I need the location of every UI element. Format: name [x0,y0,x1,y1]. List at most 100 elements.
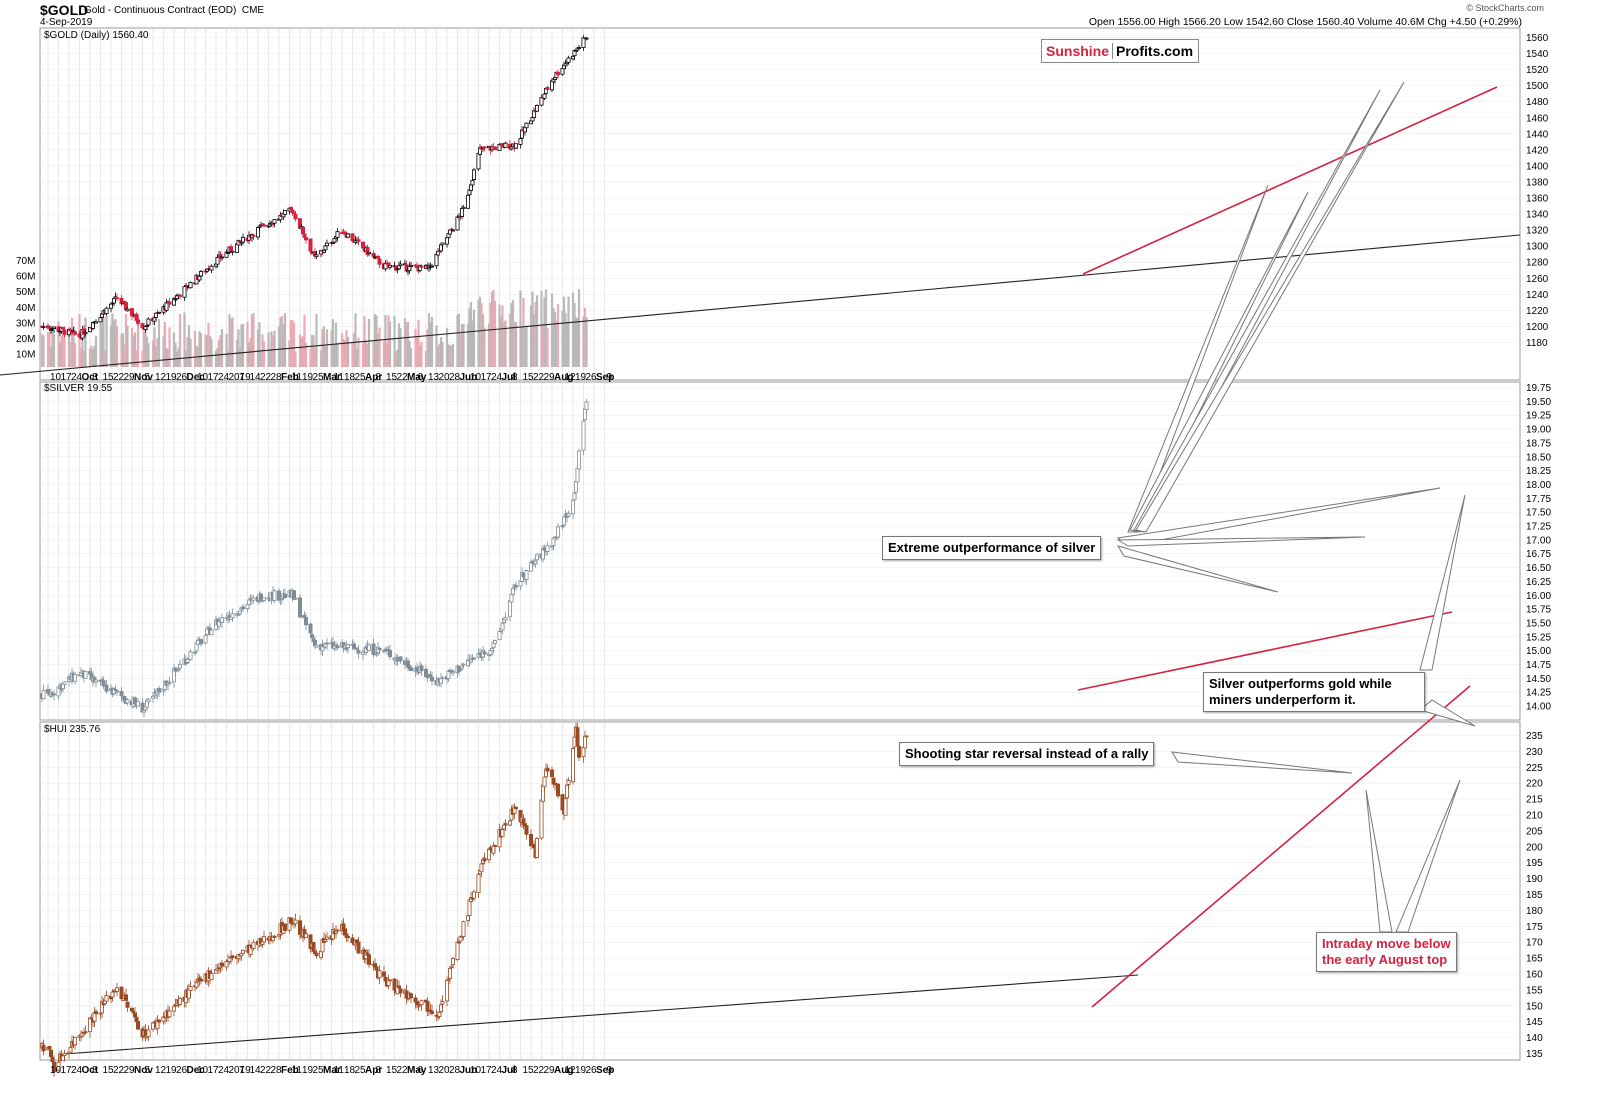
volume-bar [532,314,536,367]
volume-bar [550,293,554,367]
x-tick-label: 22 [260,1065,272,1076]
volume-bar [186,336,189,367]
volume-bar [322,326,326,367]
candle [514,585,519,588]
candle [562,516,567,526]
volume-bar [511,300,515,367]
volume-bar [387,315,390,367]
callout-pointer [1133,89,1381,533]
volume-bar [480,303,483,367]
y-tick-label: 155 [1526,985,1543,996]
candle [416,1005,421,1008]
y-tick-label: 1520 [1526,65,1549,76]
candle [492,146,497,151]
x-tick-label: 24 [218,372,230,383]
volume-bar [198,331,201,367]
y-tick-label: 16.75 [1526,549,1551,560]
volume-bar [130,328,134,367]
volume-bar [367,318,371,367]
volume-bar [109,325,113,367]
gold-panel-label: $GOLD (Daily) 1560.40 [44,30,149,41]
gold-support-line [1082,86,1498,275]
volume-bar [376,333,380,367]
candle [209,973,214,981]
y-tick-label: 225 [1526,763,1543,774]
candle [470,180,475,186]
volume-bar [331,319,335,367]
candle [482,146,487,149]
volume-bar [246,321,249,367]
sunshine-profits-logo: Sunshine Profits.com [1041,39,1199,63]
candle [556,783,561,797]
volume-bar [81,333,84,367]
y-tick-label: 1320 [1526,226,1549,237]
x-tick-label: 10 [50,372,62,383]
y-tick-label: 1560 [1526,33,1549,44]
volume-bar [321,329,324,367]
volume-bar [136,316,140,367]
volume-bar [384,314,387,367]
candle [167,301,172,305]
candle [419,1000,424,1006]
volume-bar [510,303,513,367]
x-tick-label: 15 [103,372,115,383]
volume-bar [240,324,243,367]
y-tick-label: 145 [1526,1017,1543,1028]
candle [503,617,508,621]
candle [456,665,461,672]
x-tick-label: 11 [292,1065,303,1076]
candle [124,994,129,1001]
callout-pointer [1171,751,1353,774]
volume-bar [58,342,62,367]
x-tick-label: 7 [239,1065,245,1076]
candle [535,104,540,112]
candle [251,597,256,601]
x-tick-label: 15 [523,372,535,383]
x-tick-label: 18 [344,1065,356,1076]
x-tick-label: 17 [61,372,73,383]
candle [293,919,298,925]
candle [566,57,571,63]
y-tick-label: 1380 [1526,177,1549,188]
callout-pointer [1129,191,1309,533]
candle [465,194,470,209]
candle [335,645,340,649]
candle [251,234,256,237]
volume-bar [445,328,449,367]
volume-bar [361,342,365,367]
volume-bar [405,321,408,367]
volume-bar [498,304,501,367]
candle [514,806,519,810]
volume-bar [375,315,378,367]
volume-bar [352,332,356,367]
y-tick-label: 16.25 [1526,577,1551,588]
volume-tick-label: 10M [16,350,35,361]
candle [584,735,589,738]
volume-bar [298,334,302,367]
volume-bar [364,341,368,367]
volume-bar [57,321,60,367]
candle [73,674,78,682]
y-tick-label: 1400 [1526,161,1549,172]
volume-bar [105,316,108,367]
candle [461,206,466,210]
volume-bar [145,336,149,367]
y-tick-label: 180 [1526,906,1543,917]
callout-pointer [1419,494,1466,671]
candle [113,688,118,691]
candle [303,933,308,939]
candle [41,689,46,700]
volume-bar [90,345,93,367]
volume-bar [333,344,336,367]
candle [356,650,361,654]
candle [387,979,392,982]
volume-bar [205,335,209,367]
candle [556,526,561,538]
candle [356,239,361,242]
x-tick-label: Oct [82,372,99,383]
x-tick-label: 19 [575,1065,587,1076]
chart-date: 4-Sep-2019 [40,17,93,28]
candle [324,936,329,940]
exchange-text: CME [241,5,265,16]
y-tick-label: 16.00 [1526,591,1551,602]
